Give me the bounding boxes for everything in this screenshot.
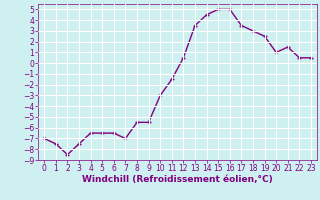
X-axis label: Windchill (Refroidissement éolien,°C): Windchill (Refroidissement éolien,°C) bbox=[82, 175, 273, 184]
